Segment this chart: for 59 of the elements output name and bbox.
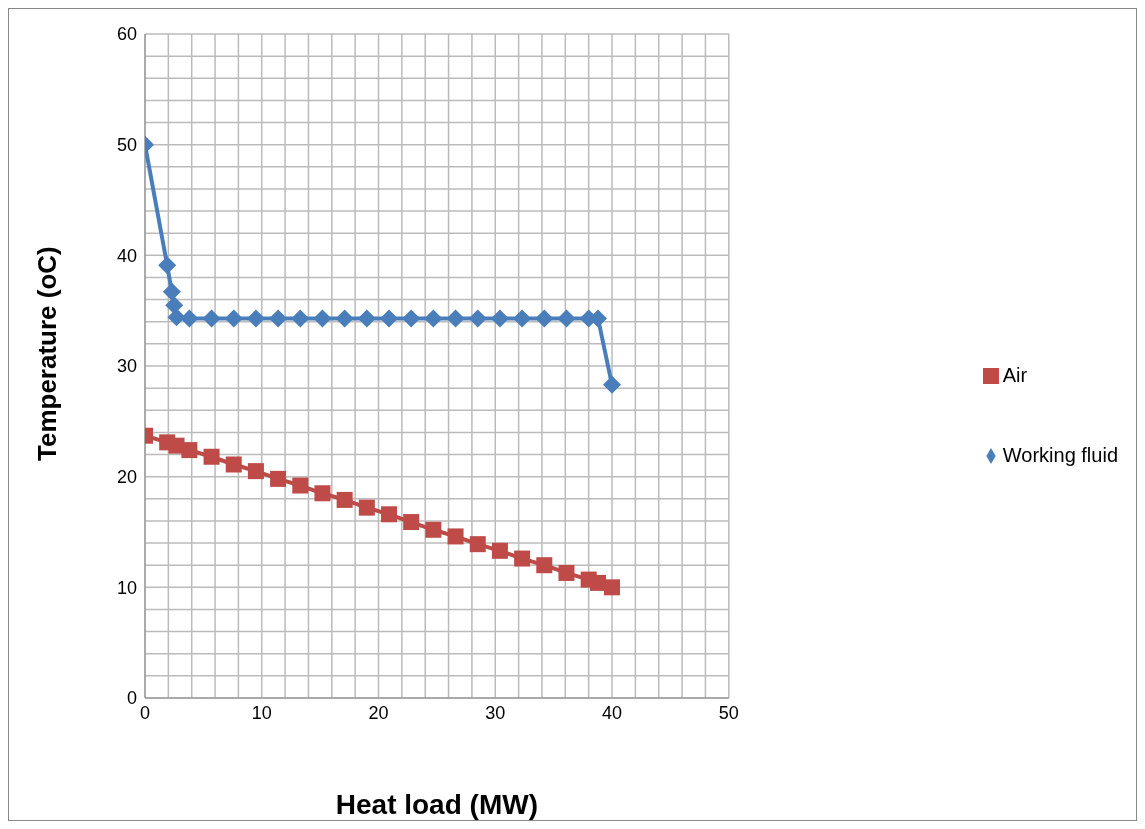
point <box>203 448 220 465</box>
point <box>181 442 198 459</box>
x-tick-label: 50 <box>718 702 739 723</box>
y-tick-label: 30 <box>116 356 137 377</box>
legend-label: Working fluid <box>1002 443 1118 466</box>
point <box>335 309 354 328</box>
point <box>314 485 331 502</box>
x-tick-label: 20 <box>368 702 389 723</box>
point <box>403 514 420 531</box>
point <box>604 579 621 596</box>
point <box>313 309 332 328</box>
point <box>535 309 554 328</box>
point <box>558 564 575 581</box>
point <box>167 308 186 327</box>
point <box>269 309 288 328</box>
x-tick-label: 30 <box>485 702 506 723</box>
point <box>158 256 177 275</box>
point <box>491 542 508 559</box>
point <box>603 375 622 394</box>
point <box>246 309 265 328</box>
point <box>447 528 464 545</box>
x-axis-title: Heat load (MW) <box>335 789 538 820</box>
y-axis-title: Temperature (oC) <box>32 246 63 461</box>
point <box>424 309 443 328</box>
point <box>381 506 398 523</box>
point <box>536 557 553 574</box>
point <box>180 309 199 328</box>
point <box>490 309 509 328</box>
x-tick-label: 40 <box>602 702 623 723</box>
point <box>446 309 465 328</box>
point <box>165 296 184 315</box>
legend-label: Air <box>1002 363 1028 386</box>
point <box>514 550 531 567</box>
point <box>224 309 243 328</box>
point <box>357 309 376 328</box>
point <box>247 463 264 480</box>
y-tick-label: 10 <box>116 577 137 598</box>
point <box>270 470 287 487</box>
y-tick-label: 60 <box>116 24 137 45</box>
y-tick-label: 0 <box>126 688 137 709</box>
point <box>225 456 242 473</box>
y-tick-label: 50 <box>116 135 137 156</box>
point <box>468 309 487 328</box>
point <box>336 491 353 508</box>
x-tick-label: 0 <box>139 702 151 723</box>
point <box>291 309 310 328</box>
x-tick-label: 10 <box>251 702 272 723</box>
point <box>557 309 576 328</box>
point <box>425 521 442 538</box>
point <box>202 309 221 328</box>
point <box>380 309 399 328</box>
point <box>162 282 181 301</box>
point <box>292 477 309 494</box>
point <box>402 309 421 328</box>
point <box>358 499 375 516</box>
y-tick-label: 40 <box>116 245 137 266</box>
y-tick-label: 20 <box>116 467 137 488</box>
point <box>513 309 532 328</box>
point <box>469 536 486 553</box>
